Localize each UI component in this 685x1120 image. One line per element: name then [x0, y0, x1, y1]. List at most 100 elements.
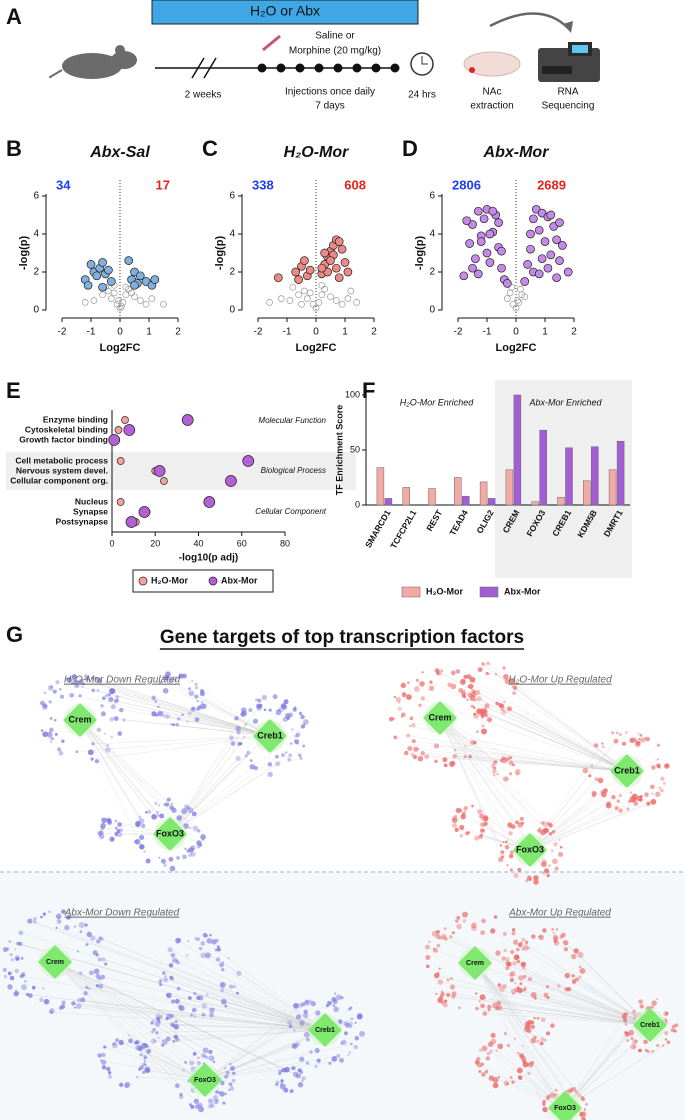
network-node [495, 1049, 498, 1052]
network-node [210, 1103, 215, 1108]
network-node [519, 1053, 525, 1059]
network-node [646, 1050, 650, 1054]
network-edge [92, 735, 271, 760]
network-node [451, 991, 457, 997]
network-node [354, 1021, 357, 1025]
network-node [650, 1005, 654, 1009]
network-edge [520, 990, 651, 1026]
legend-swatch [138, 576, 148, 586]
network-edge [156, 715, 271, 737]
network-node [278, 1072, 281, 1076]
network-node [401, 692, 407, 698]
network-node [552, 931, 555, 935]
network-node [107, 693, 112, 697]
network-node [662, 1044, 665, 1047]
network-node [465, 831, 470, 836]
network-node [315, 1010, 321, 1016]
network-edge [408, 735, 628, 772]
network-node [543, 1038, 547, 1042]
point [555, 218, 564, 227]
network-node [150, 1021, 154, 1025]
network-node [144, 1057, 147, 1060]
extraction-label: NAc [483, 87, 502, 98]
network-node [481, 716, 484, 720]
network-node [171, 1023, 175, 1028]
network-edge [439, 717, 503, 857]
network-node [490, 1032, 496, 1038]
bar [376, 467, 385, 506]
network-node [495, 950, 501, 956]
network-node [219, 962, 225, 968]
network-node [624, 1022, 628, 1026]
network-node [493, 915, 498, 919]
bar [591, 446, 599, 506]
hub-label: FoxO3 [554, 1105, 576, 1112]
network-node [662, 782, 666, 785]
point [110, 289, 118, 297]
network-node [154, 700, 158, 703]
point [503, 295, 511, 302]
network-node [429, 680, 433, 684]
network-node [301, 1079, 304, 1082]
network-node [217, 947, 221, 952]
network-node [225, 1070, 230, 1075]
network-node [284, 713, 291, 719]
network-node [503, 700, 506, 704]
y-axis-label: -log(p) [214, 236, 226, 271]
network-node [165, 671, 171, 677]
point [497, 246, 506, 256]
network-node [114, 1037, 120, 1043]
network-node [197, 829, 201, 833]
network-node [33, 917, 37, 921]
network-node [580, 1111, 587, 1117]
bar [583, 480, 591, 506]
network-node [665, 1011, 669, 1016]
network-node [512, 685, 518, 691]
network-node [83, 991, 88, 996]
network-edge [169, 682, 271, 737]
network-node [240, 707, 247, 713]
network-edge [439, 717, 562, 848]
network-node [424, 754, 430, 760]
network-node [181, 808, 188, 815]
network-node [135, 1044, 142, 1051]
network-node [141, 1062, 146, 1067]
point [337, 244, 347, 254]
network-node [437, 670, 443, 676]
network-node [413, 746, 419, 752]
category-label: Enzyme binding [43, 414, 108, 424]
network-node [400, 682, 406, 689]
dot [138, 506, 151, 518]
network-node [644, 792, 649, 797]
network-node [141, 823, 146, 829]
count-label: 608 [344, 177, 366, 192]
point [529, 214, 538, 224]
network-node [485, 672, 489, 675]
network-edge [222, 961, 326, 1031]
network-node [501, 757, 508, 764]
network-node [287, 757, 292, 762]
network-node [581, 1117, 586, 1120]
network-node [606, 801, 611, 806]
network-edge [75, 1007, 326, 1031]
network-node [16, 941, 20, 946]
point [106, 277, 116, 286]
network-node [49, 740, 53, 743]
network-node [97, 831, 102, 836]
network-node [198, 995, 204, 1001]
network-node [15, 957, 20, 961]
network-node [487, 1008, 491, 1012]
network-node [520, 941, 523, 944]
network-node [388, 716, 394, 722]
network-edge [159, 682, 271, 737]
network-node [7, 971, 12, 976]
network-node [280, 1082, 283, 1085]
network-edge [564, 1013, 625, 1109]
bar [402, 487, 410, 506]
point [334, 237, 344, 246]
network-node [504, 844, 510, 850]
network-node [530, 1037, 537, 1044]
network-edge [170, 965, 326, 1031]
group-band [6, 452, 356, 490]
